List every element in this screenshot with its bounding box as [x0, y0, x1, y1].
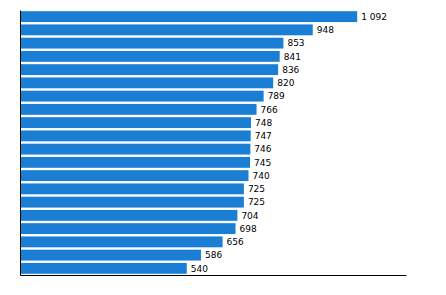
bar: [20, 236, 223, 247]
bar: [20, 64, 278, 75]
bars: [20, 11, 357, 274]
bar: [20, 51, 280, 62]
bar: [20, 104, 257, 115]
bar: [20, 223, 236, 234]
bar: [20, 183, 244, 194]
data-label: 698: [240, 224, 257, 234]
data-label: 746: [254, 144, 271, 154]
x-axis-line: [21, 275, 407, 276]
bar: [20, 117, 251, 128]
y-axis-line: [20, 11, 21, 276]
bar: [20, 24, 313, 35]
data-label: 656: [227, 237, 244, 247]
bar: [20, 263, 187, 274]
data-label: 841: [284, 52, 301, 62]
data-label: 704: [241, 211, 258, 221]
bar: [20, 91, 264, 102]
data-labels: 1 092 948 853 841 836 820 789 766 748 747 746 745 74…: [191, 12, 387, 274]
bar: [20, 157, 250, 168]
data-label: 820: [277, 78, 294, 88]
data-label: 948: [317, 25, 334, 35]
bar: [20, 77, 273, 88]
data-label: 745: [254, 158, 271, 168]
data-label: 766: [261, 105, 278, 115]
data-label: 586: [205, 250, 222, 260]
data-label: 725: [248, 184, 265, 194]
bar: [20, 130, 251, 141]
data-label: 853: [287, 38, 304, 48]
data-label: 740: [253, 171, 270, 181]
x-axis: [21, 275, 407, 276]
bar: [20, 250, 201, 261]
data-label: 747: [255, 131, 272, 141]
data-label: 540: [191, 264, 208, 274]
bar: [20, 197, 244, 208]
data-label: 725: [248, 197, 265, 207]
bar: [20, 170, 249, 181]
bar: [20, 210, 237, 221]
bar: [20, 11, 357, 22]
data-label: 748: [255, 118, 272, 128]
data-label: 836: [282, 65, 299, 75]
y-axis: [20, 11, 21, 276]
bar: [20, 38, 283, 49]
bar: [20, 144, 250, 155]
plot-area: 1 092 948 853 841 836 820 789 766 748 747 746 745 74…: [20, 11, 407, 276]
chart: 1 092 948 853 841 836 820 789 766 748 747 746 745 74…: [0, 0, 446, 295]
data-label: 789: [268, 91, 285, 101]
data-label: 1 092: [361, 12, 387, 22]
